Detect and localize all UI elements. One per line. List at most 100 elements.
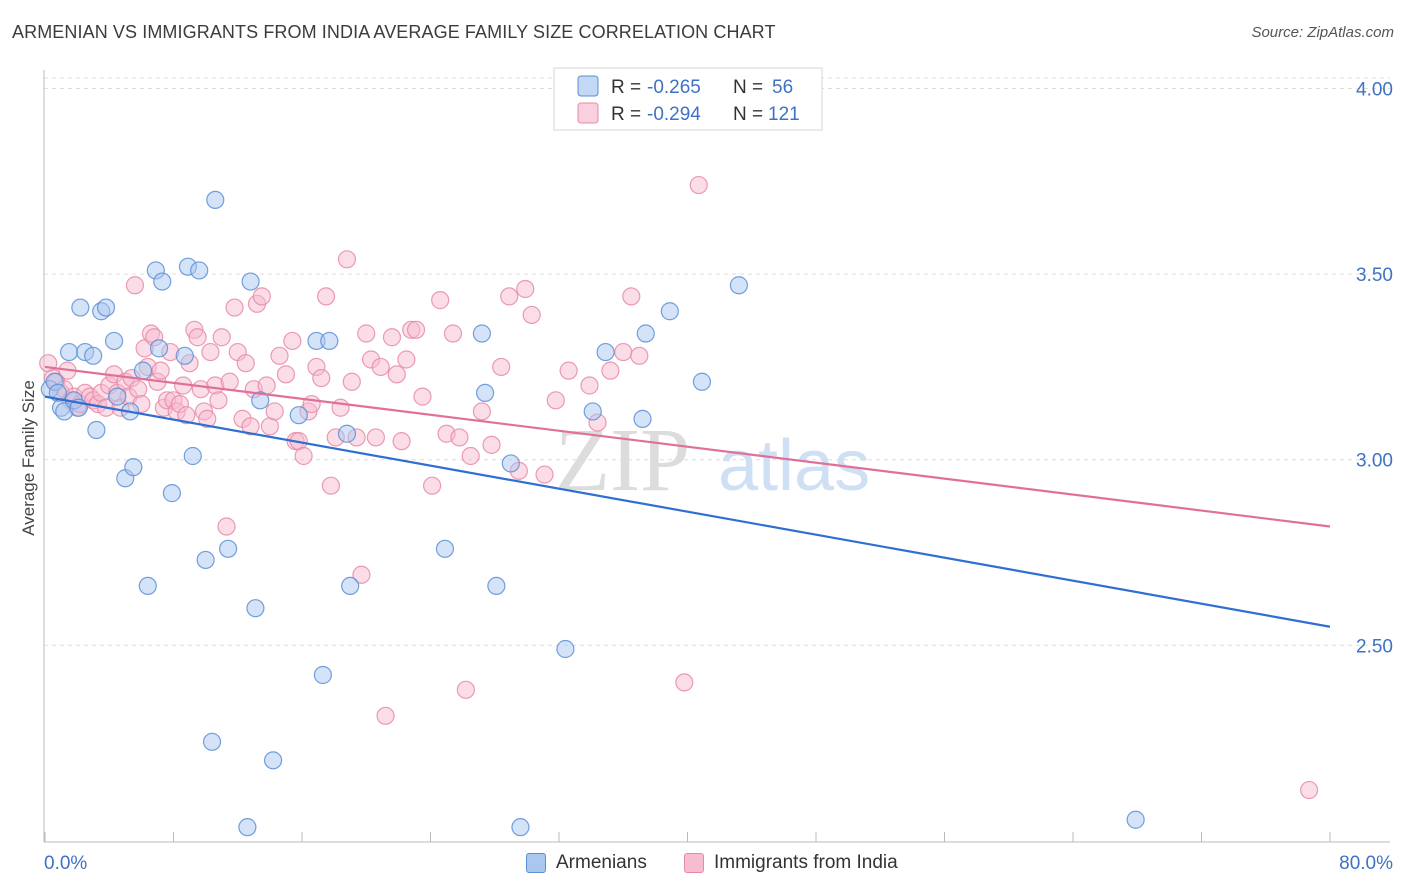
india-point <box>312 368 331 388</box>
axes <box>43 70 1390 843</box>
india-point <box>382 328 402 347</box>
series-legend-india: Immigrants from India <box>684 852 898 874</box>
source-credit: Source: ZipAtlas.com <box>1251 24 1394 41</box>
armenian-point <box>246 599 265 618</box>
armenian-point <box>263 751 283 770</box>
legend-r-value: -0.265 <box>647 77 701 98</box>
armenian-point <box>196 550 215 570</box>
india-point <box>413 387 432 406</box>
armenian-point <box>251 391 270 410</box>
india-point <box>198 409 217 428</box>
india-point <box>188 328 207 347</box>
armenian-point <box>133 361 153 380</box>
india-point <box>212 328 231 347</box>
armenian-point <box>487 576 506 596</box>
legend-box: R = -0.265 N = 56 R = -0.294 N = 121 <box>553 67 823 131</box>
india-point <box>392 432 411 451</box>
armenian-point <box>660 302 679 321</box>
india-point <box>431 291 450 310</box>
legend-n-value: 56 <box>772 77 793 98</box>
y-tick-label: 4.00 <box>1356 80 1393 101</box>
armenian-point <box>124 458 143 477</box>
y-tick-label: 3.50 <box>1356 265 1393 286</box>
india-point <box>456 680 475 699</box>
armenian-points <box>40 190 1145 837</box>
armenian-point <box>206 190 225 210</box>
legend-r-value: -0.294 <box>647 104 701 125</box>
india-point <box>201 342 220 362</box>
india-point <box>689 175 708 195</box>
india-point <box>546 391 565 410</box>
india-point <box>357 324 376 343</box>
armenian-point <box>596 342 615 362</box>
armenian-point <box>636 324 655 343</box>
armenian-point <box>219 539 238 558</box>
armenian-point <box>472 324 491 343</box>
armenian-point <box>84 346 103 365</box>
y-tick-label: 3.00 <box>1356 451 1393 472</box>
india-point <box>177 406 196 425</box>
india-point <box>209 391 228 410</box>
india-point <box>217 517 236 536</box>
armenian-point <box>202 732 222 751</box>
x-tick-labels: 0.0% 80.0% <box>44 853 1393 874</box>
india-point <box>461 446 480 466</box>
india-point <box>614 342 633 362</box>
india-point <box>294 446 313 466</box>
india-point <box>450 428 469 447</box>
watermark-zip: ZIP <box>555 411 690 510</box>
x-tick-label: 0.0% <box>44 853 87 874</box>
armenian-trend-line <box>44 395 1331 628</box>
india-trend-line <box>44 365 1331 528</box>
india-point <box>1300 780 1319 800</box>
legend-swatch-india <box>577 102 599 124</box>
india-point <box>443 324 463 343</box>
armenian-point <box>583 402 602 421</box>
armenian-point <box>633 409 652 428</box>
armenian-point <box>162 484 181 503</box>
legend-n-label: N = <box>733 104 763 125</box>
india-point <box>276 365 296 384</box>
india-point <box>342 372 361 391</box>
armenian-point <box>138 576 157 596</box>
armenian-point <box>511 818 530 837</box>
series-legend-armenians: Armenians <box>526 852 647 874</box>
armenian-point <box>153 272 172 291</box>
legend-r-label: R = <box>611 77 641 98</box>
trend-lines <box>44 365 1331 628</box>
legend-r-label: R = <box>611 104 641 125</box>
armenian-point <box>71 298 90 317</box>
india-point <box>283 331 302 351</box>
y-axis-label: Average Family Size <box>19 380 38 536</box>
india-point <box>129 380 148 399</box>
india-point <box>559 361 578 380</box>
legend-swatch-armenians <box>526 853 546 873</box>
india-point <box>500 287 519 306</box>
armenian-point <box>337 424 357 443</box>
series-name: Armenians <box>556 852 647 873</box>
india-point <box>472 402 491 421</box>
india-point <box>397 350 416 369</box>
armenian-point <box>729 276 749 295</box>
armenian-point <box>435 539 455 558</box>
legend-frame <box>553 67 823 131</box>
armenian-point <box>96 298 116 317</box>
y-tick-label: 2.50 <box>1356 636 1393 657</box>
legend-n-value: 121 <box>768 104 800 125</box>
india-point <box>675 673 694 692</box>
armenian-point <box>556 639 575 659</box>
india-point <box>371 357 390 377</box>
india-point <box>321 476 341 495</box>
india-point <box>225 298 244 317</box>
india-point <box>492 357 511 377</box>
india-point <box>406 320 426 339</box>
armenian-point <box>241 272 260 291</box>
armenian-point <box>87 420 106 440</box>
armenian-point <box>1126 810 1145 829</box>
india-point <box>580 376 599 395</box>
x-tick-label: 80.0% <box>1339 853 1393 874</box>
india-point <box>151 361 170 380</box>
armenian-point <box>59 342 79 362</box>
india-point <box>316 287 336 306</box>
legend-n-label: N = <box>733 77 763 98</box>
